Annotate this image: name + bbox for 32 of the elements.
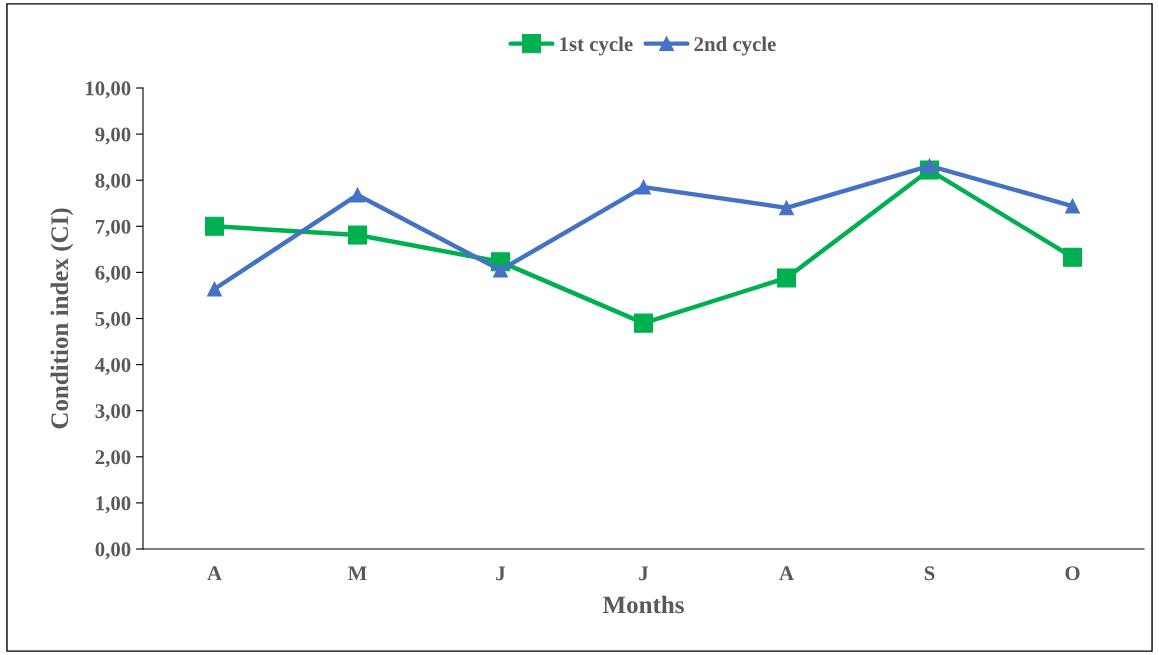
y-tick-label: 5,00 xyxy=(95,311,131,329)
point xyxy=(633,313,654,333)
point xyxy=(1065,198,1080,214)
legend-label: 1st cycle xyxy=(560,36,633,56)
x-tick-label: J xyxy=(496,566,506,581)
x-tick-label: O xyxy=(1065,566,1080,581)
x-tick-label: A xyxy=(779,566,794,581)
point xyxy=(204,216,225,236)
y-tick-label: 10,00 xyxy=(85,81,131,99)
point xyxy=(776,268,797,288)
y-tick-label: 0,00 xyxy=(95,542,131,560)
x-tick-label: S xyxy=(924,566,935,581)
x-axis-title: Months xyxy=(602,595,684,614)
legend-label: 2nd cycle xyxy=(694,36,776,56)
y-tick-label: 6,00 xyxy=(95,265,131,283)
point xyxy=(779,200,794,216)
y-tick-label: 7,00 xyxy=(95,219,131,237)
y-tick-label: 3,00 xyxy=(95,404,131,422)
point xyxy=(347,225,368,245)
y-tick-label: 1,00 xyxy=(96,496,131,514)
point xyxy=(636,179,651,195)
point xyxy=(1062,247,1083,267)
y-tick-label: 9,00 xyxy=(95,127,131,145)
x-tick-label: J xyxy=(639,566,649,581)
y-tick-label: 8,00 xyxy=(95,173,131,191)
y-tick-label: 4,00 xyxy=(95,357,131,376)
y-axis-title: Condition index (CI) xyxy=(50,208,74,429)
point xyxy=(350,187,365,203)
x-tick-label: A xyxy=(207,566,222,581)
y-tick-label: 2,00 xyxy=(95,450,131,468)
point xyxy=(207,281,222,297)
x-tick-label: M xyxy=(348,566,367,581)
